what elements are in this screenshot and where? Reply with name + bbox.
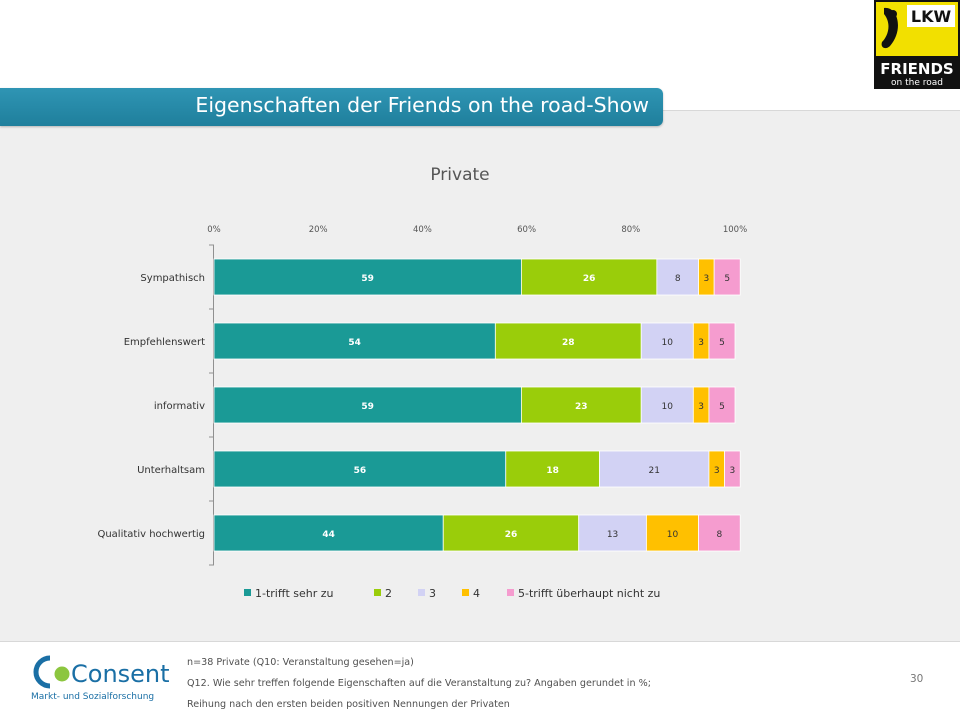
legend-swatch	[462, 589, 469, 596]
consent-logo-name: Consent	[71, 660, 170, 688]
footer-question-note: Q12. Wie sehr treffen folgende Eigenscha…	[187, 678, 651, 689]
data-label: 54	[348, 338, 361, 348]
category-label: Qualitativ hochwertig	[97, 529, 205, 540]
data-label: 59	[361, 274, 374, 284]
data-label: 3	[698, 338, 704, 348]
consent-logo-tagline: Markt- und Sozialforschung	[31, 692, 154, 702]
consent-logo: Consent Markt- und Sozialforschung	[28, 652, 178, 704]
bar-segment	[494, 322, 642, 360]
lkw-friends-logo: LKW FRIENDS on the road	[874, 0, 960, 89]
legend-label: 5-trifft überhaupt nicht zu	[518, 587, 660, 600]
data-label: 3	[703, 274, 709, 284]
data-label: 3	[698, 402, 704, 412]
consent-logo-graphic: Consent Markt- und Sozialforschung	[31, 655, 170, 702]
data-label: 56	[354, 466, 367, 476]
bar-segment	[213, 322, 496, 360]
data-label: 8	[675, 274, 681, 284]
data-label: 8	[717, 530, 723, 540]
x-tick-label: 0%	[207, 225, 221, 235]
bar-segment	[640, 386, 694, 424]
page-number: 30	[910, 673, 924, 685]
bar-segment	[713, 258, 741, 296]
chart-title: Private	[430, 165, 489, 185]
lkw-logo-line2: on the road	[891, 78, 943, 88]
bar-segment	[213, 386, 522, 424]
data-label: 18	[546, 466, 559, 476]
legend-swatch	[418, 589, 425, 596]
bar-segment	[505, 450, 600, 488]
x-tick-label: 60%	[517, 225, 536, 235]
category-label: Empfehlenswert	[124, 337, 205, 348]
data-label: 59	[361, 402, 374, 412]
legend-swatch	[244, 589, 251, 596]
data-label: 26	[583, 274, 596, 284]
legend-label: 2	[385, 587, 392, 600]
data-label: 13	[607, 530, 618, 540]
lkw-logo-text: LKW	[911, 7, 952, 26]
footer-order-note: Reihung nach den ersten beiden positiven…	[187, 699, 510, 710]
title-banner: Eigenschaften der Friends on the road-Sh…	[0, 88, 663, 126]
bar-segment	[520, 386, 642, 424]
category-label: Sympathisch	[140, 273, 205, 284]
legend-label: 1-trifft sehr zu	[255, 587, 333, 600]
bar-segment	[724, 450, 741, 488]
data-label: 10	[662, 338, 674, 348]
bar-segment	[646, 514, 699, 552]
footer-sample-note: n=38 Private (Q10: Veranstaltung gesehen…	[187, 657, 414, 668]
data-label: 5	[719, 402, 725, 412]
lkw-logo-line1: FRIENDS	[880, 60, 953, 78]
x-tick-label: 40%	[413, 225, 432, 235]
legend-swatch	[374, 589, 381, 596]
data-label: 44	[322, 530, 335, 540]
bar-segment	[708, 322, 736, 360]
data-label: 3	[730, 466, 736, 476]
data-label: 10	[667, 530, 679, 540]
lkw-logo-graphic: LKW FRIENDS on the road	[876, 2, 958, 88]
bar-segment	[213, 258, 522, 296]
category-label: informativ	[154, 401, 205, 412]
legend-swatch	[507, 589, 514, 596]
bar-segment	[213, 450, 507, 488]
bar-segment	[213, 514, 444, 552]
bar-segment	[656, 258, 699, 296]
data-label: 21	[649, 466, 660, 476]
data-label: 23	[575, 402, 588, 412]
slide-title: Eigenschaften der Friends on the road-Sh…	[195, 93, 649, 117]
data-label: 5	[724, 274, 730, 284]
x-tick-label: 80%	[621, 225, 640, 235]
data-label: 3	[714, 466, 720, 476]
data-label: 26	[505, 530, 518, 540]
data-label: 10	[662, 402, 674, 412]
bar-segment	[599, 450, 710, 488]
bar-segment	[640, 322, 694, 360]
bar-segment	[442, 514, 580, 552]
data-label: 28	[562, 338, 575, 348]
x-tick-label: 20%	[309, 225, 328, 235]
footer-notes: n=38 Private (Q10: Veranstaltung gesehen…	[187, 652, 651, 715]
bar-segment	[698, 514, 741, 552]
x-tick-label: 100%	[723, 225, 747, 235]
category-label: Unterhaltsam	[137, 465, 205, 476]
legend-label: 4	[473, 587, 480, 600]
legend-label: 3	[429, 587, 436, 600]
data-label: 5	[719, 338, 725, 348]
bar-segment	[708, 386, 736, 424]
